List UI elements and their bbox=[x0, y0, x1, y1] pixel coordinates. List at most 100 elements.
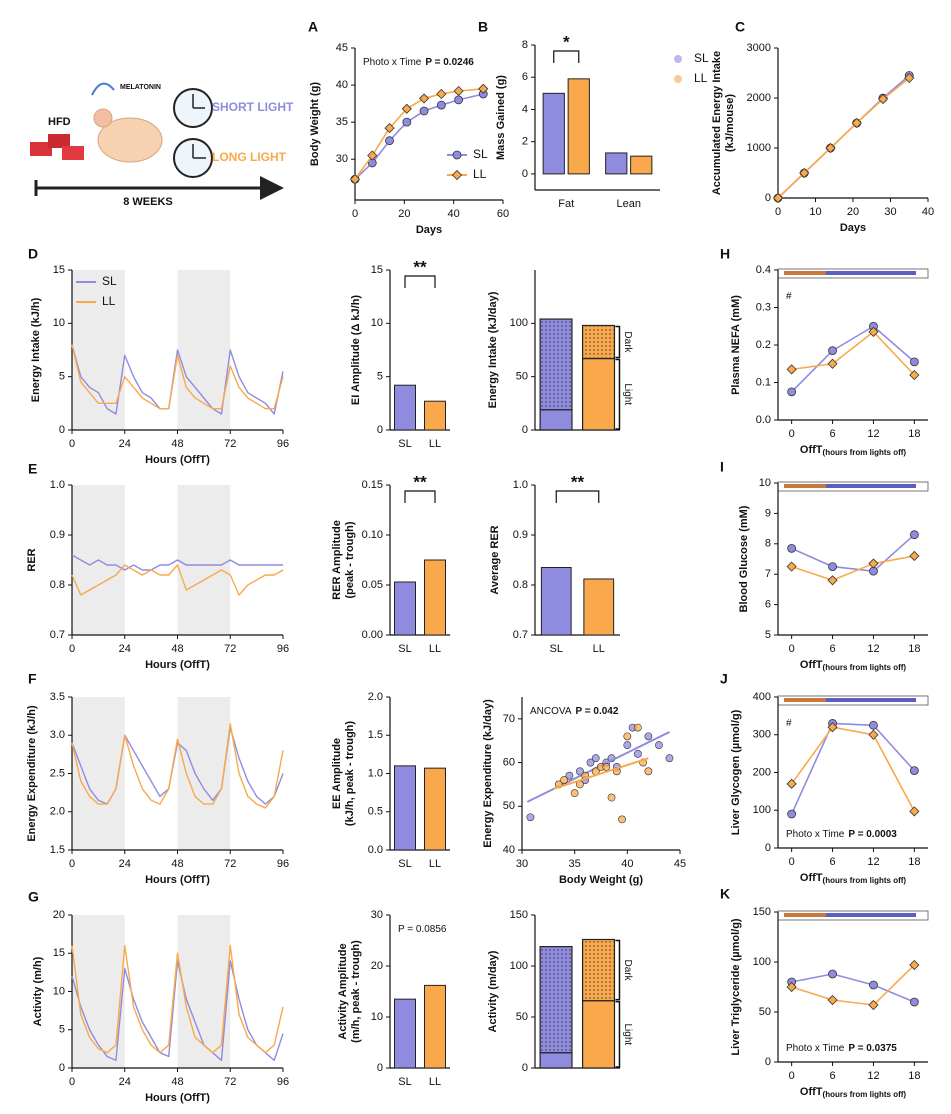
y-tick-label: 0 bbox=[765, 1056, 771, 1068]
bar bbox=[424, 559, 446, 636]
short-light-label: SHORT LIGHT bbox=[212, 100, 294, 114]
phase-bracket bbox=[615, 325, 621, 359]
x-tick-label: 24 bbox=[119, 1076, 131, 1088]
bar bbox=[583, 578, 615, 636]
x-axis-label-main: OffT bbox=[800, 872, 823, 884]
bar-segment bbox=[581, 1000, 616, 1069]
y-tick-label: 0.8 bbox=[513, 579, 528, 591]
panel-letter: I bbox=[720, 459, 724, 475]
y-tick-label: 50 bbox=[503, 800, 515, 812]
point bbox=[644, 732, 653, 741]
annotation-part: P = 0.0375 bbox=[848, 1043, 897, 1054]
x-tick-label: 10 bbox=[809, 206, 821, 218]
point bbox=[655, 741, 663, 749]
bar bbox=[542, 92, 565, 175]
schedule-light bbox=[826, 271, 916, 275]
point bbox=[787, 543, 797, 553]
point bbox=[909, 357, 919, 367]
schedule-dark bbox=[784, 271, 826, 275]
significance-bracket bbox=[555, 490, 600, 503]
food-block bbox=[48, 134, 70, 148]
series-line bbox=[71, 344, 284, 415]
series-line bbox=[71, 344, 284, 410]
y-tick-label: 70 bbox=[503, 713, 515, 725]
annotation: Photo x Time P = 0.0246 bbox=[363, 57, 474, 68]
x-tick-label: 96 bbox=[277, 858, 289, 870]
bar bbox=[605, 152, 628, 175]
annotation-part: P = 0.042 bbox=[576, 706, 619, 717]
x-tick-label: 40 bbox=[621, 858, 633, 870]
x-tick-label: 0 bbox=[789, 856, 795, 868]
x-axis-label: Hours (OffT) bbox=[145, 659, 210, 671]
long-light-label: LONG LIGHT bbox=[212, 150, 287, 164]
x-axis-label-main: Days bbox=[840, 222, 866, 234]
x-tick-label: 72 bbox=[224, 643, 236, 655]
point bbox=[868, 999, 879, 1011]
x-tick-label: 18 bbox=[908, 856, 920, 868]
x-axis-label-main: Hours (OffT) bbox=[145, 874, 210, 886]
y-tick-label: 0.00 bbox=[362, 629, 383, 641]
point bbox=[909, 369, 920, 381]
x-tick-label: LL bbox=[593, 643, 605, 655]
point bbox=[607, 793, 616, 802]
point bbox=[869, 720, 878, 730]
x-tick-label: 12 bbox=[867, 856, 879, 868]
y-tick-label: 2.5 bbox=[50, 767, 65, 779]
panel-letter: G bbox=[28, 889, 39, 905]
point bbox=[786, 561, 797, 572]
y-tick-label: 8 bbox=[765, 538, 771, 550]
schedule-dark bbox=[784, 698, 826, 702]
point bbox=[419, 106, 429, 116]
point bbox=[909, 550, 920, 562]
x-tick-label: 96 bbox=[277, 643, 289, 655]
x-axis-label: Hours (OffT) bbox=[145, 874, 210, 886]
bar bbox=[424, 400, 446, 431]
y-tick-label: 2000 bbox=[747, 92, 771, 104]
series-line bbox=[71, 564, 284, 596]
y-tick-label: 8 bbox=[522, 39, 528, 51]
x-tick-label: 0 bbox=[69, 858, 75, 870]
point bbox=[591, 754, 600, 763]
significance-label: ** bbox=[571, 472, 585, 491]
y-tick-label: 0.0 bbox=[368, 844, 383, 856]
x-tick-label: LL bbox=[429, 1076, 441, 1088]
point bbox=[909, 959, 920, 971]
y-axis-label: (m/h, peak - trough) bbox=[350, 940, 362, 1043]
legend-swatch bbox=[674, 75, 682, 83]
y-tick-label: 100 bbox=[753, 956, 771, 968]
bar-segment bbox=[581, 938, 616, 1002]
y-tick-label: 0.5 bbox=[368, 806, 383, 818]
y-axis-label: EI Amplitude (Δ kJ/h) bbox=[350, 295, 362, 406]
x-axis-label: OffT(hours from lights off) bbox=[800, 872, 906, 885]
weeks-label: 8 WEEKS bbox=[123, 196, 173, 208]
x-tick-label: 12 bbox=[867, 643, 879, 655]
point bbox=[436, 88, 447, 100]
x-axis-label-main: Hours (OffT) bbox=[145, 454, 210, 466]
y-axis-label: (peak - trough) bbox=[344, 521, 356, 598]
point bbox=[799, 167, 810, 179]
y-axis-label: Activity (m/day) bbox=[487, 950, 499, 1032]
point bbox=[868, 326, 879, 337]
annotation: # bbox=[786, 718, 792, 729]
y-axis-label: Activity (m/h) bbox=[32, 956, 44, 1026]
x-axis-label-main: Hours (OffT) bbox=[145, 1092, 210, 1104]
y-axis-label: Plasma NEFA (mM) bbox=[730, 295, 742, 395]
point bbox=[877, 93, 889, 105]
x-tick-label: 0 bbox=[789, 1070, 795, 1082]
x-tick-label: 20 bbox=[398, 208, 410, 220]
x-tick-label: 18 bbox=[908, 1070, 920, 1082]
melatonin-wave bbox=[91, 82, 115, 96]
y-tick-label: 5 bbox=[377, 371, 383, 383]
x-tick-label: 6 bbox=[829, 856, 835, 868]
schematic: HFD MELATONIN SHORT LIGHT LONG LIGHT 8 W… bbox=[30, 82, 294, 208]
panel-letter: H bbox=[720, 246, 730, 262]
x-tick-label: 48 bbox=[171, 858, 183, 870]
y-tick-label: 2 bbox=[522, 136, 528, 148]
x-axis-label: Days bbox=[416, 224, 442, 236]
series-line bbox=[791, 325, 915, 393]
phase-label: Dark bbox=[622, 960, 633, 982]
y-tick-label: 3000 bbox=[747, 42, 771, 54]
y-tick-label: 1.0 bbox=[368, 767, 383, 779]
panel-letter: D bbox=[28, 246, 38, 262]
x-tick-label: 6 bbox=[829, 1070, 835, 1082]
